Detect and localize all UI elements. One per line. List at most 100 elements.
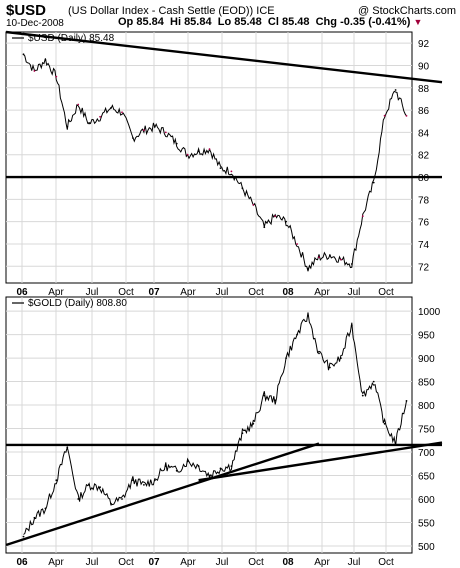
data-point: [219, 167, 222, 170]
data-point: [121, 111, 123, 114]
y-tick-label: 74: [418, 240, 430, 251]
x-tick-label: Oct: [378, 287, 394, 298]
data-point: [33, 70, 36, 72]
data-point: [110, 502, 112, 505]
x-tick-label: 06: [16, 287, 28, 298]
low-value: 85.48: [234, 16, 262, 28]
data-point: [340, 357, 342, 359]
data-point: [22, 53, 25, 56]
trendline-upper-support: [198, 441, 443, 482]
data-point: [340, 258, 342, 261]
x-tick-label: 08: [282, 557, 294, 568]
data-point: [110, 107, 112, 109]
price-series-line: [23, 54, 407, 272]
data-point: [394, 89, 397, 91]
y-tick-label: 750: [418, 425, 435, 436]
y-tick-label: 950: [418, 331, 435, 342]
open-label: Op: [118, 16, 134, 28]
x-tick-label: Apr: [48, 557, 64, 568]
x-tick-label: Jul: [86, 287, 99, 298]
usd-panel: 72 74 76 78 80 82 84 86 88 90 92 06 Apr Jul Oct 07 Apr Ju…: [5, 30, 443, 298]
y-tick-label: 76: [418, 218, 430, 229]
data-point: [208, 474, 211, 477]
y-tick-label: 88: [418, 84, 430, 95]
data-point: [252, 422, 255, 425]
data-point: [329, 366, 331, 369]
data-point: [33, 516, 36, 519]
data-point: [241, 187, 244, 190]
data-point: [121, 498, 123, 500]
open-value: 85.84: [136, 16, 164, 28]
data-point: [394, 441, 397, 444]
y-tick-label: 80: [418, 173, 430, 184]
data-point: [274, 399, 277, 402]
data-point: [197, 150, 200, 153]
data-point: [77, 498, 80, 500]
x-tick-label: Jul: [348, 557, 361, 568]
data-point: [164, 131, 167, 134]
x-tick-label: Apr: [48, 287, 64, 298]
x-tick-label: Apr: [314, 287, 330, 298]
x-tick-label: Jul: [348, 287, 361, 298]
data-point: [274, 215, 277, 218]
data-point: [383, 422, 386, 425]
x-tick-label: Apr: [180, 557, 196, 568]
legend-label: $USD (Daily) 85.48: [28, 33, 115, 44]
chart-symbol-title: $USD: [6, 2, 47, 19]
data-point: [263, 394, 266, 397]
x-tick-label: 07: [148, 287, 160, 298]
x-tick-label: Apr: [314, 557, 330, 568]
chart-subtitle: (US Dollar Index - Cash Settle (EOD)) IC…: [68, 5, 275, 17]
y-tick-label: 500: [418, 542, 435, 553]
data-point: [132, 479, 134, 482]
data-point: [186, 460, 189, 463]
data-point: [88, 484, 90, 486]
y-tick-label: 550: [418, 518, 435, 529]
x-tick-label: 06: [16, 557, 28, 568]
trendline-long-term-support: [5, 442, 320, 547]
y-tick-label: 700: [418, 448, 435, 459]
x-tick-label: Jul: [216, 557, 229, 568]
y-tick-label: 72: [418, 262, 430, 273]
data-point: [307, 267, 309, 270]
y-tick-label: 92: [418, 39, 430, 50]
data-point: [66, 125, 69, 128]
triangle-down-icon: ▼: [413, 17, 423, 27]
data-point: [296, 243, 298, 245]
x-tick-label: Oct: [118, 557, 134, 568]
data-point: [55, 75, 58, 78]
data-point: [219, 467, 222, 470]
data-point: [99, 115, 101, 118]
high-value: 85.84: [184, 16, 212, 28]
x-tick-label: Jul: [86, 557, 99, 568]
y-tick-label: 650: [418, 471, 435, 482]
data-point: [143, 484, 145, 486]
data-point: [77, 103, 80, 106]
y-tick-label: 850: [418, 378, 435, 389]
data-point: [197, 465, 200, 467]
y-tick-label: 1000: [418, 307, 441, 318]
data-point: [186, 153, 189, 156]
x-tick-label: Oct: [118, 287, 134, 298]
change-value: -0.35 (-0.41%): [340, 16, 411, 28]
data-point: [350, 263, 353, 265]
data-point: [208, 148, 211, 151]
y-tick-label: 86: [418, 106, 430, 117]
data-point: [66, 446, 69, 449]
legend-label: $GOLD (Daily) 808.80: [28, 298, 127, 309]
data-point: [307, 314, 309, 317]
data-point: [230, 170, 233, 173]
data-point: [44, 507, 47, 510]
data-point: [296, 333, 298, 336]
watermark-text: @ StockCharts.com: [358, 5, 456, 17]
trendline-falling-resistance: [5, 30, 443, 84]
low-label: Lo: [217, 16, 232, 28]
data-point: [55, 479, 58, 482]
x-tick-label: 08: [282, 287, 294, 298]
data-point: [405, 115, 408, 117]
data-point: [285, 220, 287, 223]
data-point: [44, 59, 47, 61]
data-point: [175, 142, 178, 145]
stockcharts-watermark: @ StockCharts.com: [358, 5, 456, 17]
